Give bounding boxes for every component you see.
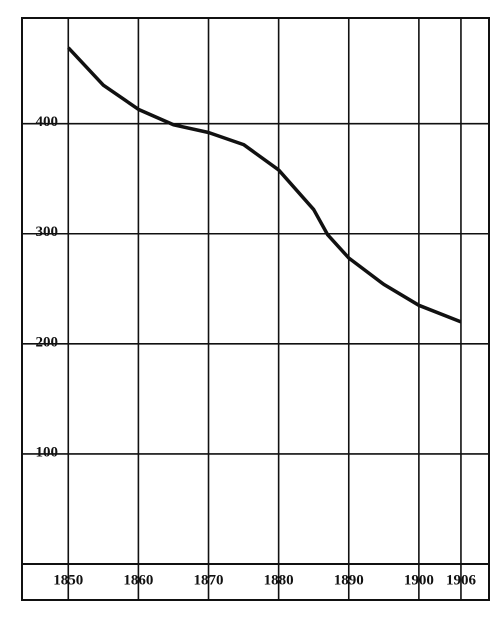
y-tick-label: 300	[36, 224, 59, 240]
y-tick-label: 200	[36, 334, 59, 350]
x-tick-label: 1850	[53, 572, 83, 588]
x-tick-label: 1870	[194, 572, 224, 588]
y-tick-label: 400	[36, 114, 59, 130]
data-line	[67, 46, 462, 324]
x-tick-label: 1890	[334, 572, 364, 588]
x-tick-label: 1900	[404, 572, 434, 588]
x-tick-label: 1860	[123, 572, 153, 588]
y-tick-label: 100	[36, 444, 59, 460]
x-tick-label: 1880	[264, 572, 294, 588]
frame	[21, 17, 490, 601]
x-tick-label: 1906	[446, 572, 477, 588]
